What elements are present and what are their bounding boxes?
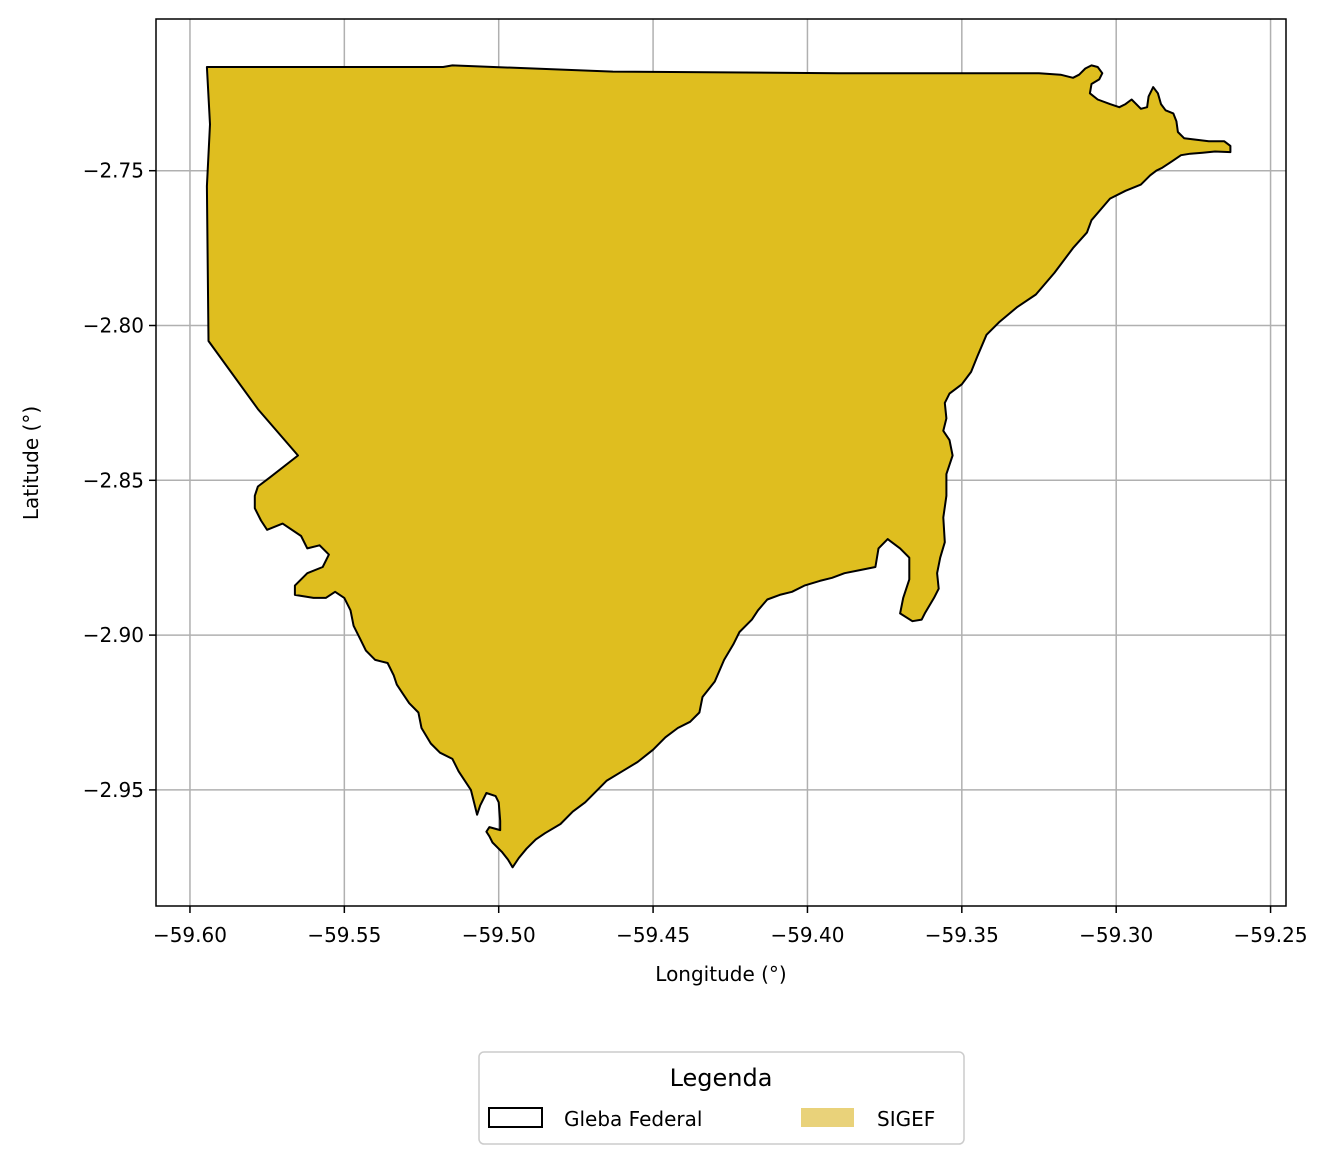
- gleba-federal-polygon: [205, 64, 1232, 869]
- y-tick-label: −2.75: [83, 159, 144, 183]
- legend-swatch-sigef: [801, 1108, 854, 1127]
- y-axis-ticks: −2.75 −2.80 −2.85 −2.90 −2.95: [83, 159, 156, 802]
- sigef-polygon: [206, 65, 1231, 868]
- x-tick-label: −59.35: [925, 923, 999, 947]
- x-tick-label: −59.50: [462, 923, 536, 947]
- x-tick-label: −59.40: [770, 923, 844, 947]
- x-tick-label: −59.55: [307, 923, 381, 947]
- x-axis-ticks: −59.60 −59.55 −59.50 −59.45 −59.40 −59.35 −59.…: [153, 906, 1308, 947]
- legend-swatch-gleba-federal: [488, 1107, 543, 1128]
- legend: Legenda Gleba Federal SIGEF: [478, 1051, 965, 1145]
- legend-label-sigef: SIGEF: [877, 1107, 935, 1131]
- y-tick-label: −2.85: [83, 468, 144, 492]
- y-tick-label: −2.90: [83, 623, 144, 647]
- map-polygons: [205, 64, 1232, 869]
- x-axis-label: Longitude (°): [655, 962, 786, 986]
- y-tick-label: −2.80: [83, 314, 144, 338]
- axes-frame: [155, 18, 1287, 907]
- x-tick-label: −59.30: [1079, 923, 1153, 947]
- legend-label-gleba-federal: Gleba Federal: [564, 1107, 702, 1131]
- y-axis-label: Latitude (°): [19, 406, 43, 520]
- legend-title: Legenda: [670, 1064, 773, 1092]
- x-tick-label: −59.45: [616, 923, 690, 947]
- y-tick-label: −2.95: [83, 778, 144, 802]
- x-tick-label: −59.25: [1234, 923, 1308, 947]
- x-tick-label: −59.60: [153, 923, 227, 947]
